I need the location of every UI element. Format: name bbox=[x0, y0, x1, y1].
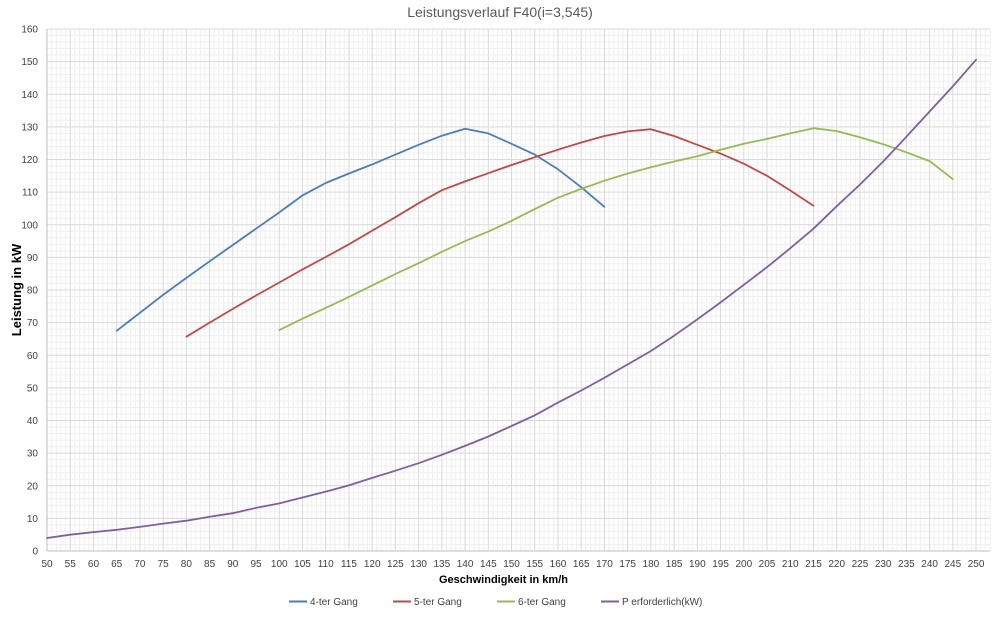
y-tick-label: 60 bbox=[27, 351, 39, 362]
series-line bbox=[46, 58, 977, 539]
y-tick-label: 110 bbox=[22, 188, 38, 199]
legend-item: P erforderlich(kW) bbox=[601, 597, 702, 608]
y-tick-label: 90 bbox=[27, 253, 39, 264]
x-tick-label: 55 bbox=[65, 559, 77, 570]
x-tick-label: 175 bbox=[619, 559, 636, 570]
x-tick-label: 185 bbox=[666, 559, 683, 570]
x-axis-title: Geschwindigkeit in km/h bbox=[439, 574, 568, 586]
x-tick-label: 85 bbox=[204, 559, 216, 570]
chart-title: Leistungsverlauf F40(i=3,545) bbox=[407, 4, 593, 20]
x-tick-label: 110 bbox=[318, 559, 334, 570]
x-tick-label: 145 bbox=[480, 559, 497, 570]
legend-label: P erforderlich(kW) bbox=[622, 597, 702, 608]
x-tick-label: 150 bbox=[503, 559, 520, 570]
y-tick-label: 120 bbox=[21, 155, 38, 166]
legend: 4-ter Gang 5-ter Gang 6-ter Gang P erforder… bbox=[289, 597, 702, 608]
legend-label: 4-ter Gang bbox=[310, 597, 358, 608]
x-tick-label: 165 bbox=[573, 559, 590, 570]
x-tick-label: 195 bbox=[712, 559, 729, 570]
y-tick-label: 150 bbox=[21, 57, 38, 68]
x-tick-label: 100 bbox=[271, 559, 288, 570]
x-tick-label: 160 bbox=[550, 559, 567, 570]
x-tick-label: 225 bbox=[852, 559, 869, 570]
x-tick-label: 190 bbox=[689, 559, 706, 570]
y-tick-label: 50 bbox=[27, 383, 39, 394]
x-tick-label: 115 bbox=[341, 559, 357, 570]
x-tick-label: 235 bbox=[898, 559, 915, 570]
y-tick-label: 40 bbox=[27, 416, 39, 427]
x-tick-label: 125 bbox=[387, 559, 404, 570]
y-tick-label: 80 bbox=[27, 286, 39, 297]
legend-label: 5-ter Gang bbox=[414, 597, 462, 608]
x-tick-label: 180 bbox=[643, 559, 660, 570]
x-tick-label: 105 bbox=[294, 559, 311, 570]
x-tick-label: 135 bbox=[434, 559, 451, 570]
axes: 50 55 60 65 70 75 80 85 90 95 100 105 110 115 120 125 13… bbox=[21, 25, 990, 570]
series-line bbox=[278, 127, 954, 331]
x-tick-label: 210 bbox=[782, 559, 799, 570]
x-tick-label: 220 bbox=[828, 559, 845, 570]
x-tick-label: 230 bbox=[875, 559, 892, 570]
x-tick-label: 60 bbox=[88, 559, 100, 570]
x-tick-label: 50 bbox=[41, 559, 53, 570]
x-tick-label: 170 bbox=[596, 559, 613, 570]
legend-item: 4-ter Gang bbox=[289, 597, 358, 608]
x-tick-label: 90 bbox=[227, 559, 239, 570]
x-tick-label: 140 bbox=[457, 559, 474, 570]
series-line bbox=[115, 127, 606, 332]
x-tick-label: 70 bbox=[134, 559, 146, 570]
x-tick-label: 240 bbox=[921, 559, 938, 570]
x-tick-label: 215 bbox=[805, 559, 822, 570]
x-tick-label: 75 bbox=[158, 559, 170, 570]
x-tick-label: 155 bbox=[526, 559, 543, 570]
y-tick-label: 160 bbox=[21, 25, 38, 36]
series-line bbox=[185, 128, 815, 338]
x-tick-label: 80 bbox=[181, 559, 193, 570]
y-tick-label: 10 bbox=[27, 514, 39, 525]
gridlines bbox=[46, 28, 991, 552]
x-tick-label: 120 bbox=[364, 559, 381, 570]
legend-label: 6-ter Gang bbox=[518, 597, 566, 608]
x-tick-label: 65 bbox=[111, 559, 123, 570]
y-tick-label: 0 bbox=[32, 547, 38, 558]
x-tick-label: 130 bbox=[410, 559, 427, 570]
y-tick-label: 140 bbox=[21, 90, 38, 101]
x-tick-label: 200 bbox=[735, 559, 752, 570]
x-tick-label: 245 bbox=[944, 559, 961, 570]
y-tick-label: 100 bbox=[21, 220, 38, 231]
y-tick-label: 20 bbox=[27, 481, 39, 492]
y-tick-label: 130 bbox=[21, 122, 38, 133]
legend-item: 5-ter Gang bbox=[393, 597, 462, 608]
x-tick-label: 205 bbox=[759, 559, 776, 570]
y-tick-label: 30 bbox=[27, 449, 39, 460]
x-tick-label: 250 bbox=[968, 559, 985, 570]
x-tick-label: 95 bbox=[250, 559, 262, 570]
y-tick-label: 70 bbox=[27, 318, 39, 329]
series-lines bbox=[46, 58, 977, 539]
legend-item: 6-ter Gang bbox=[497, 597, 566, 608]
y-axis-title: Leistung in kW bbox=[9, 243, 24, 336]
